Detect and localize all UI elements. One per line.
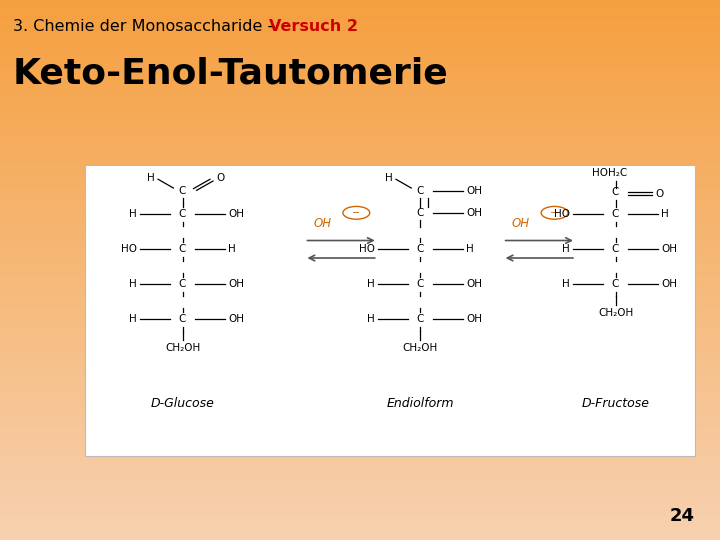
FancyBboxPatch shape xyxy=(85,165,695,456)
Text: H: H xyxy=(466,244,474,254)
Text: OH: OH xyxy=(228,279,244,289)
Text: Endiolform: Endiolform xyxy=(387,397,454,410)
Text: HO: HO xyxy=(359,244,374,254)
Text: HO: HO xyxy=(121,244,137,254)
Text: HOH₂C: HOH₂C xyxy=(592,168,627,178)
Text: D-Glucose: D-Glucose xyxy=(150,397,215,410)
Text: H: H xyxy=(367,279,374,289)
Text: OH: OH xyxy=(466,314,482,324)
Text: C: C xyxy=(612,210,619,219)
Text: H: H xyxy=(562,279,570,289)
Text: Keto-Enol-Tautomerie: Keto-Enol-Tautomerie xyxy=(13,57,449,91)
Text: −: − xyxy=(352,208,361,218)
Text: H: H xyxy=(661,210,669,219)
Text: C: C xyxy=(179,279,186,289)
Text: 24: 24 xyxy=(670,507,695,525)
Text: 3. Chemie der Monosaccharide –: 3. Chemie der Monosaccharide – xyxy=(13,19,281,34)
Text: OH: OH xyxy=(314,217,332,230)
Text: CH₂OH: CH₂OH xyxy=(402,343,438,353)
Text: H: H xyxy=(129,279,137,289)
Text: −: − xyxy=(551,208,559,218)
Text: C: C xyxy=(179,186,186,196)
Text: H: H xyxy=(562,244,570,254)
Text: OH: OH xyxy=(466,208,482,218)
Text: CH₂OH: CH₂OH xyxy=(598,308,633,319)
Text: H: H xyxy=(129,314,137,324)
Text: C: C xyxy=(417,186,424,196)
Text: C: C xyxy=(612,279,619,289)
Text: C: C xyxy=(417,208,424,218)
Text: OH: OH xyxy=(466,186,482,196)
Text: C: C xyxy=(417,279,424,289)
Text: CH₂OH: CH₂OH xyxy=(165,343,200,353)
Text: H: H xyxy=(367,314,374,324)
Text: C: C xyxy=(612,244,619,254)
Text: D-Fructose: D-Fructose xyxy=(582,397,649,410)
Text: OH: OH xyxy=(661,279,678,289)
Text: O: O xyxy=(655,189,663,199)
Text: H: H xyxy=(129,210,137,219)
Text: OH: OH xyxy=(661,244,678,254)
Text: C: C xyxy=(417,244,424,254)
Text: H: H xyxy=(385,173,393,183)
Text: OH: OH xyxy=(512,217,530,230)
Text: C: C xyxy=(417,314,424,324)
Text: O: O xyxy=(216,173,225,183)
Text: C: C xyxy=(179,244,186,254)
Text: Versuch 2: Versuch 2 xyxy=(269,19,359,34)
Text: H: H xyxy=(228,244,236,254)
Text: HO: HO xyxy=(554,210,570,219)
Text: C: C xyxy=(612,187,619,198)
Text: H: H xyxy=(148,173,155,183)
Text: C: C xyxy=(179,314,186,324)
Text: OH: OH xyxy=(228,314,244,324)
Text: C: C xyxy=(179,210,186,219)
Text: OH: OH xyxy=(228,210,244,219)
Text: OH: OH xyxy=(466,279,482,289)
